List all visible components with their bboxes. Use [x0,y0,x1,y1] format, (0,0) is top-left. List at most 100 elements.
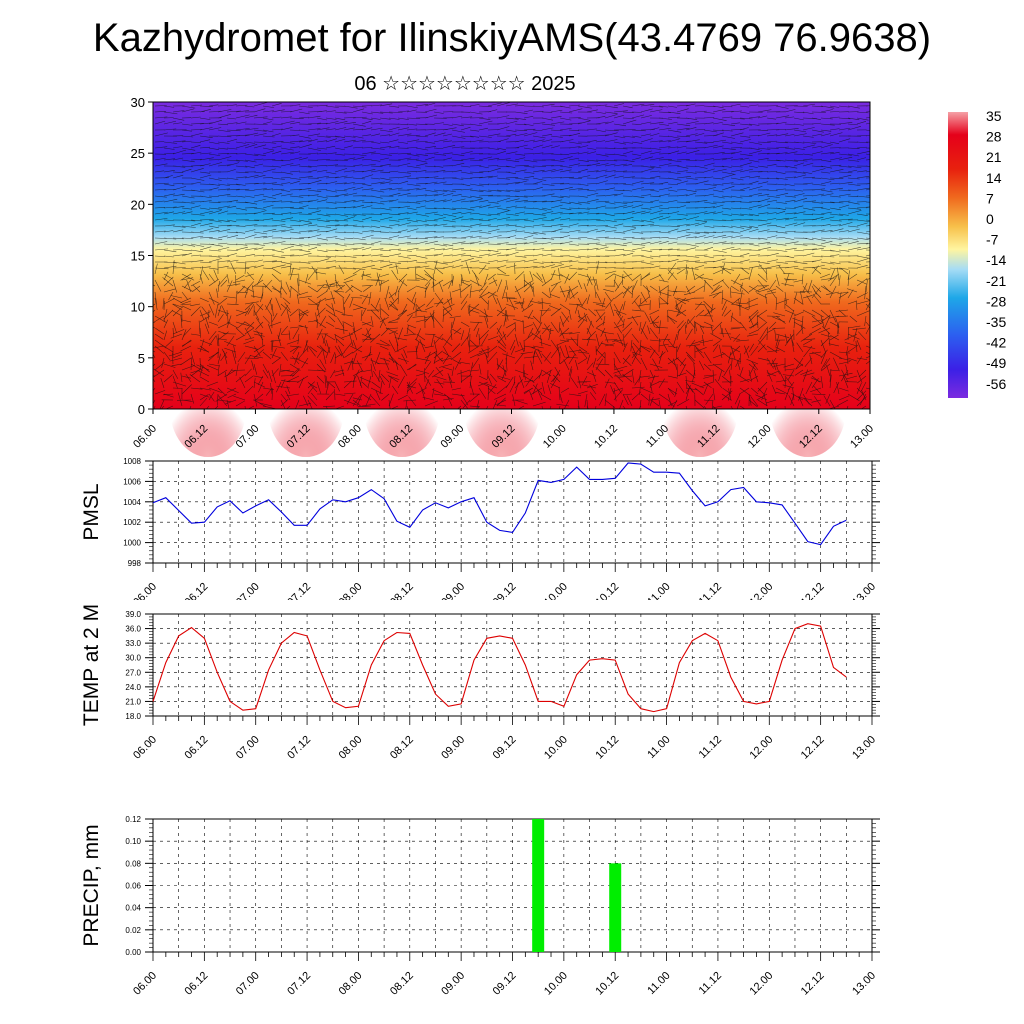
y-axis-title: PMSL [80,483,103,540]
x-tick-label: 07.00 [234,581,262,600]
y-tick-label: 1004 [123,498,141,507]
data-line [152,462,847,546]
x-tick-label: 08.12 [388,581,416,600]
colorbar-label: 7 [986,190,994,206]
x-tick-label: 06.00 [131,423,159,451]
y-tick-label: 24.0 [125,683,141,692]
x-tick-label: 10.00 [542,734,570,760]
chart-subtitle: 06 ☆☆☆☆☆☆☆☆ 2025 [354,73,576,95]
x-tick-label: 12.12 [799,581,827,600]
y-tick-label: 18.0 [125,712,141,721]
y-tick-label: 39.0 [125,610,141,619]
x-tick-label: 09.12 [491,581,519,600]
x-tick-label: 06.12 [183,581,211,600]
pmsl-chart: 998 1000 1002 1004 1006 1008 06.00 06.12 07.00 07… [80,457,880,600]
x-tick-label: 09.00 [438,423,466,451]
x-tick-label: 11.12 [697,581,724,600]
x-tick-label: 11.00 [645,581,672,600]
temp-panel: 18.0 21.0 24.0 27.0 30.0 33.0 36.0 39.0 06.00 06.… [80,604,880,760]
colorbar-label: 14 [986,170,1002,186]
y-tick-label: 5 [138,351,145,366]
x-tick-label: 12.12 [799,734,827,760]
colorbar-label: -14 [986,252,1006,268]
y-tick-label: 0.00 [125,948,141,957]
colorbar-label: -21 [986,273,1006,289]
colorbar-label: -35 [986,314,1006,330]
x-tick-label: 13.00 [850,970,878,998]
x-tick-label: 09.00 [439,970,467,998]
x-tick-label: 11.12 [697,970,724,997]
colorbar: 35 28 21 14 7 0 -7 -14 -21 -28 -35 -42 -49 -56 [948,108,1006,398]
x-tick-label: 06.00 [131,581,159,600]
precip-bar [609,863,622,952]
y-axis-title: PRECIP, mm [80,824,103,946]
y-tick-label: 27.0 [125,668,141,677]
precip-bar [532,819,545,952]
x-tick-label: 08.00 [337,970,365,998]
x-tick-label: 10.00 [542,970,570,998]
x-tick-label: 12.00 [747,734,775,760]
colorbar-label: 35 [986,108,1002,124]
x-tick-label: 12.12 [799,970,827,998]
x-tick-label: 10.12 [593,734,621,760]
y-tick-label: 0.12 [125,815,141,824]
x-tick-label: 13.00 [850,734,878,760]
y-tick-label: 0.02 [125,926,141,935]
y-tick-label: 33.0 [125,639,141,648]
precip-chart: 0.00 0.02 0.04 0.06 0.08 0.10 0.12 06.00 06.12 07… [80,815,880,998]
y-tick-label: 998 [128,559,142,568]
colorbar-label: 0 [986,211,994,227]
x-tick-label: 11.00 [645,970,672,997]
y-tick-label: 30.0 [125,654,141,663]
y-tick-label: 10 [131,300,145,315]
data-line [152,623,847,713]
precip-panel: 0.00 0.02 0.04 0.06 0.08 0.10 0.12 06.00 06.12 07… [80,815,880,998]
heatmap-plot-area [153,102,870,457]
x-tick-label: 07.00 [234,734,262,760]
x-tick-label: 06.12 [183,734,211,760]
y-tick-label: 21.0 [125,697,141,706]
y-tick-label: 0.06 [125,882,141,891]
y-tick-label: 0.04 [125,904,141,913]
x-tick-label: 07.12 [285,734,313,760]
x-tick-label: 08.00 [337,581,365,600]
x-tick-label: 09.00 [439,734,467,760]
y-tick-label: 30 [131,95,145,110]
x-tick-label: 07.00 [234,970,262,998]
x-tick-label: 06.00 [131,734,159,760]
y-tick-label: 1000 [123,539,141,548]
x-tick-label: 10.12 [592,423,620,451]
x-tick-label: 08.00 [337,734,365,760]
colorbar-label: 21 [986,149,1002,165]
y-tick-label: 15 [131,249,145,264]
colorbar-label: -7 [986,232,999,248]
x-tick-label: 06.12 [183,970,211,998]
heatmap-field [153,102,870,409]
colorbar-scale [948,112,968,398]
y-tick-label: 1006 [123,477,141,486]
colorbar-label: -28 [986,293,1006,309]
y-tick-label: 20 [131,197,145,212]
x-tick-label: 10.00 [541,423,569,451]
x-tick-label: 08.12 [388,970,416,998]
x-tick-label: 12.00 [747,581,775,600]
x-tick-label: 12.00 [746,423,774,451]
x-tick-label: 07.12 [285,970,313,998]
y-tick-label: 36.0 [125,625,141,634]
y-axis-title: TEMP at 2 M [80,604,103,726]
x-tick-label: 07.12 [285,581,313,600]
x-tick-label: 09.12 [491,734,519,760]
x-tick-label: 09.12 [491,970,519,998]
x-tick-label: 10.00 [542,581,570,600]
pmsl-panel: 998 1000 1002 1004 1006 1008 06.00 06.12 07.00 07… [80,457,880,600]
wind-barbs [153,102,870,409]
colorbar-label: 28 [986,129,1002,145]
x-tick-label: 13.00 [848,423,876,451]
x-tick-label: 09.00 [439,581,467,600]
chart-title: Kazhydromet for IlinskiyAMS(43.4769 76.9… [92,16,932,60]
x-tick-label: 10.12 [593,581,621,600]
x-tick-label: 06.00 [131,970,159,998]
y-tick-label: 25 [131,146,145,161]
y-tick-label: 0.10 [125,837,141,846]
